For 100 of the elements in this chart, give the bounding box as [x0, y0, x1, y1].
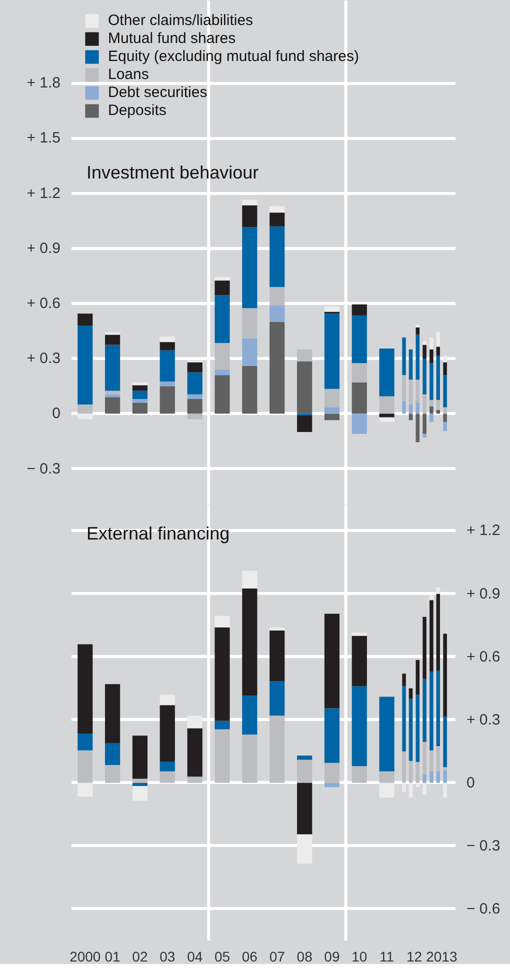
bar	[436, 771, 440, 783]
legend-label: Mutual fund shares	[108, 30, 236, 47]
bar	[242, 200, 258, 206]
bar	[352, 686, 367, 766]
bar	[104, 394, 120, 398]
bar	[242, 734, 258, 783]
bar	[78, 734, 93, 750]
legend-label: Debt securities	[108, 84, 208, 101]
bar	[422, 774, 426, 783]
bar	[214, 375, 230, 414]
bar	[297, 834, 312, 864]
bar	[352, 766, 367, 783]
bar	[270, 322, 285, 414]
x-tick-label: 12	[406, 948, 422, 964]
bar	[214, 729, 230, 783]
legend-label: Deposits	[108, 102, 166, 119]
x-tick-label: 2000	[70, 948, 101, 964]
bar	[379, 348, 394, 396]
bar	[160, 336, 175, 342]
x-tick-label: 01	[104, 948, 121, 964]
legend-label: Loans	[108, 66, 149, 83]
bar	[297, 349, 312, 362]
x-tick-label: 02	[132, 948, 148, 964]
bar	[104, 397, 120, 414]
bar	[242, 308, 258, 338]
bar	[270, 305, 285, 322]
bar	[160, 705, 175, 762]
bar	[270, 226, 285, 287]
bar	[270, 206, 285, 213]
x-tick-label: 10	[352, 948, 368, 964]
x-tick-label: 08	[296, 948, 313, 964]
bar	[132, 778, 148, 783]
bar	[160, 694, 175, 706]
bar	[160, 386, 175, 414]
bar	[379, 771, 394, 783]
bar	[78, 314, 93, 326]
bar	[132, 402, 148, 414]
y-tick-label: + 0.9	[26, 240, 60, 257]
bar	[104, 334, 120, 345]
bar	[297, 416, 312, 432]
y2-tick-label: + 0.6	[466, 648, 500, 666]
text: External financing	[86, 524, 230, 544]
bar	[132, 782, 148, 786]
bar	[297, 756, 312, 760]
bar	[324, 762, 340, 783]
bar	[160, 762, 175, 772]
bar	[242, 338, 258, 366]
bar	[160, 342, 175, 350]
bar	[324, 614, 340, 708]
bar	[132, 736, 148, 779]
bar	[379, 696, 394, 772]
bar	[242, 570, 258, 589]
y-tick-label: + 0.6	[26, 295, 60, 312]
x-tick-label: 05	[214, 948, 230, 964]
bar	[324, 407, 340, 414]
bar	[214, 280, 230, 296]
y-tick-label: − 0.3	[26, 460, 60, 478]
x-tick-label: 03	[160, 948, 176, 964]
bar	[214, 276, 230, 281]
bar	[242, 588, 258, 696]
bar	[132, 382, 148, 386]
x-tick-label: 04	[187, 948, 203, 964]
bar	[214, 370, 230, 376]
bar	[187, 398, 202, 414]
bar	[352, 363, 367, 382]
bar	[270, 212, 285, 226]
bar	[104, 684, 120, 743]
bar	[324, 306, 340, 312]
bar	[352, 304, 367, 316]
bar	[214, 616, 230, 628]
bar	[270, 680, 285, 716]
bar	[187, 372, 202, 394]
x-tick-label: 07	[269, 948, 286, 964]
bar	[187, 716, 202, 728]
bar	[242, 205, 258, 228]
bar	[78, 404, 93, 414]
bar	[324, 414, 340, 420]
bar	[132, 385, 148, 391]
x-tick-label: 2013	[426, 948, 458, 964]
bar	[78, 414, 93, 420]
y-tick-label: + 1.5	[26, 130, 60, 147]
y-tick-label: 0	[52, 405, 60, 422]
x-tick-label: 09	[324, 948, 340, 964]
bar	[352, 315, 367, 364]
bar	[132, 390, 148, 399]
y2-tick-label: 0	[466, 774, 475, 792]
bar	[160, 350, 175, 382]
bar	[187, 394, 202, 399]
y2-tick-label: − 0.6	[466, 900, 500, 918]
bar	[297, 760, 312, 783]
bar	[78, 326, 93, 404]
bar	[242, 366, 258, 414]
bar	[270, 627, 285, 631]
bar	[297, 361, 312, 414]
bar	[214, 342, 230, 370]
text: Investment behaviour	[86, 162, 259, 182]
bar	[78, 750, 93, 783]
bar	[324, 314, 340, 389]
legend-label: Equity (excluding mutual fund shares)	[108, 48, 359, 65]
bar	[242, 227, 258, 308]
